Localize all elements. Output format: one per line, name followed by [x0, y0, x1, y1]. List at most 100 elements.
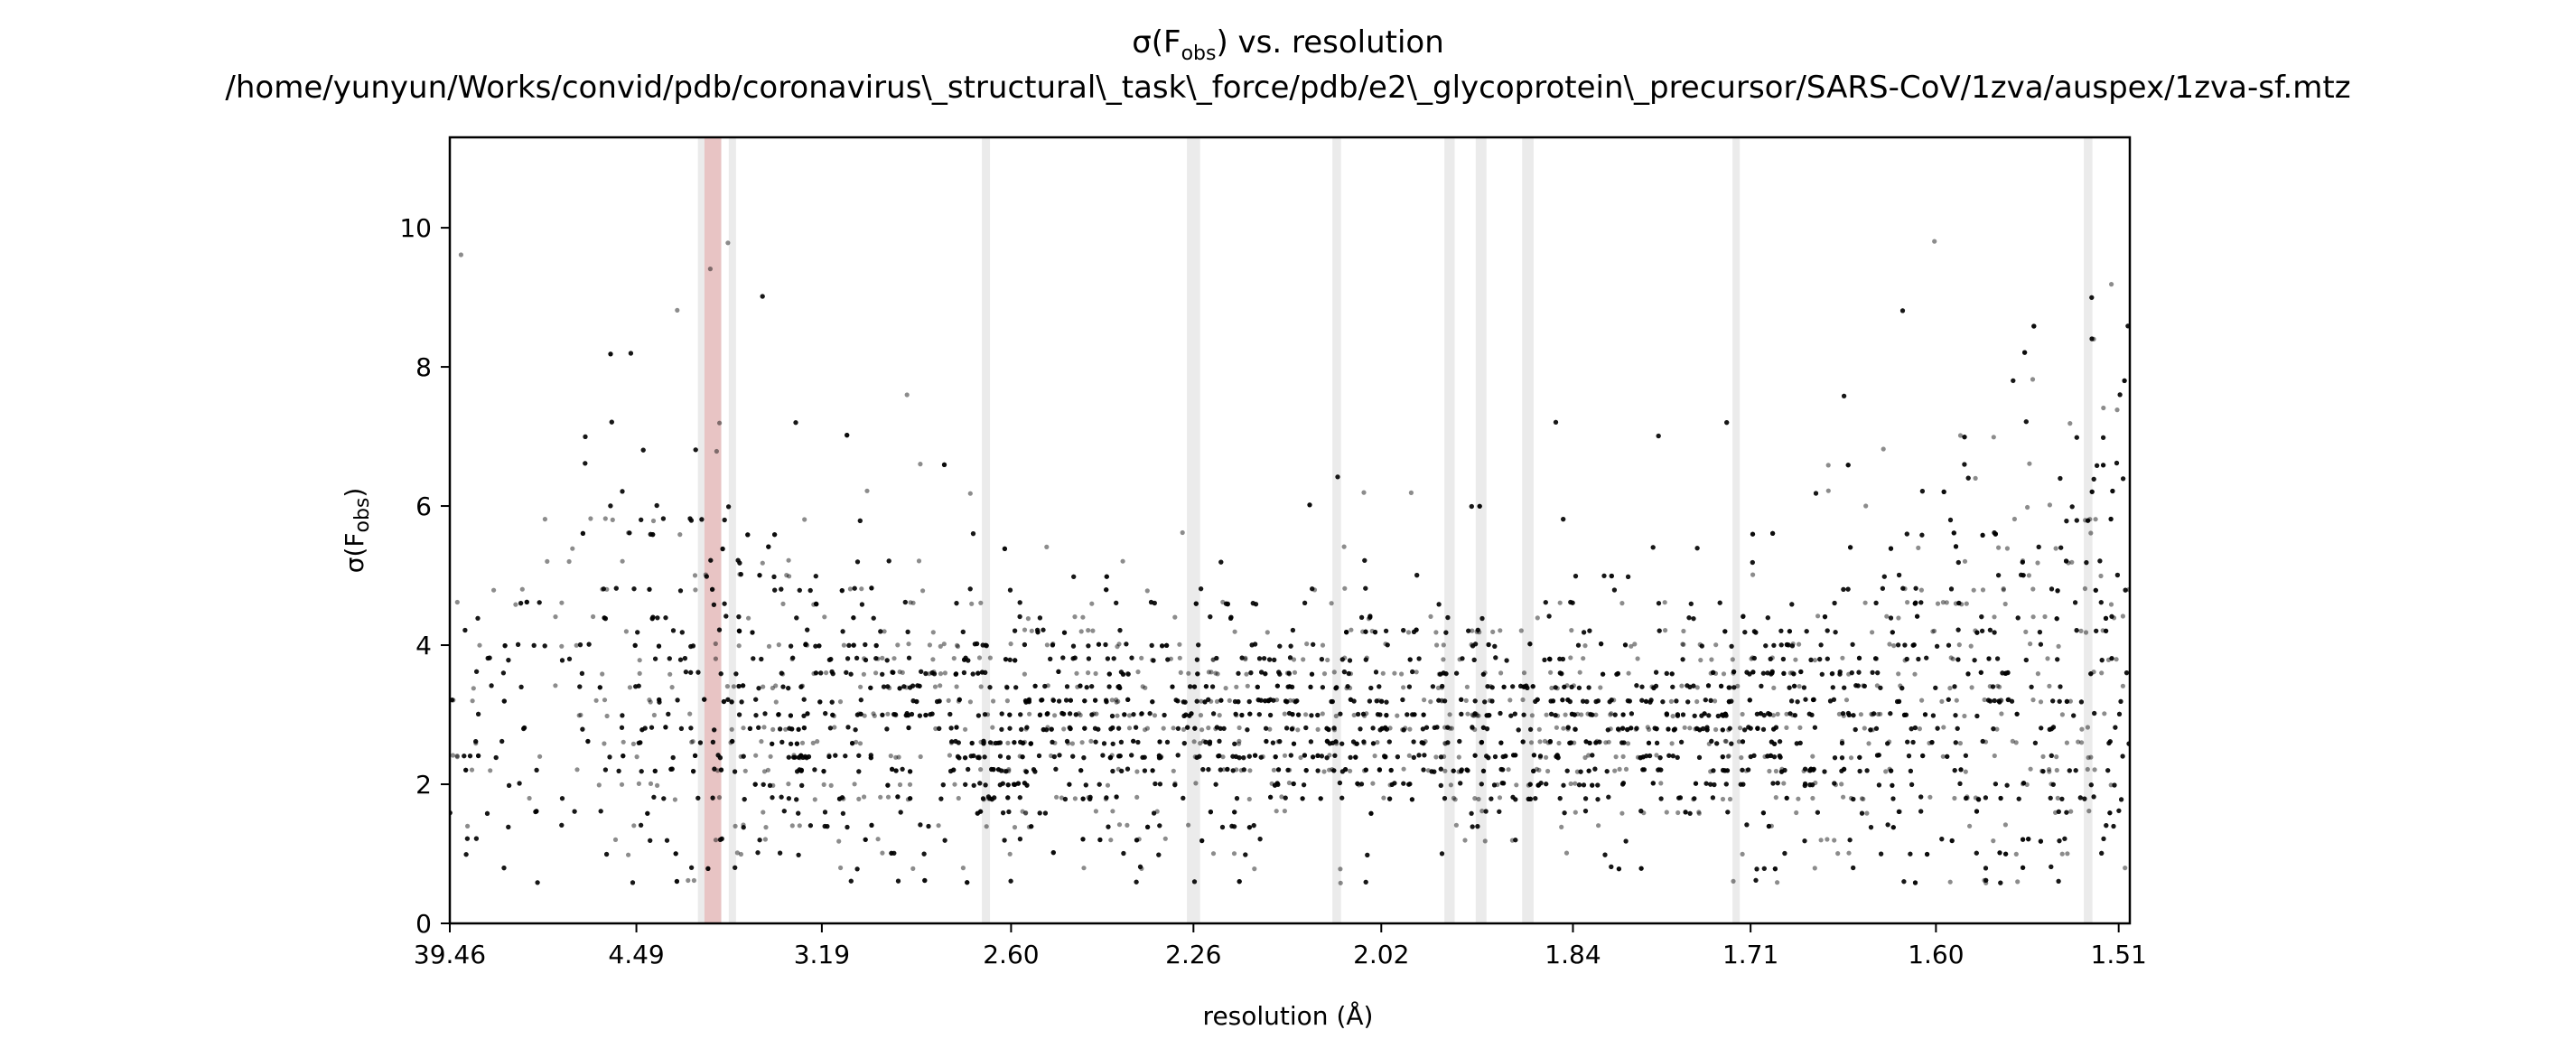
data-point: [841, 796, 846, 801]
data-point: [501, 698, 507, 704]
data-point: [713, 641, 718, 647]
data-point: [2088, 530, 2094, 536]
data-point: [936, 823, 941, 829]
data-point: [1528, 740, 1535, 745]
data-point: [1965, 795, 1970, 801]
data-point: [1947, 686, 1953, 691]
data-point: [596, 782, 602, 788]
data-point: [1531, 753, 1536, 758]
data-point: [1939, 698, 1945, 705]
data-point: [1722, 738, 1728, 744]
data-point: [1050, 697, 1056, 702]
data-point: [2101, 405, 2106, 411]
data-point: [626, 852, 631, 857]
data-point: [1061, 726, 1067, 732]
data-point: [686, 877, 691, 884]
data-point: [812, 797, 817, 802]
data-point: [930, 657, 936, 662]
data-point: [986, 796, 992, 801]
data-point: [1375, 740, 1380, 745]
data-point: [1004, 698, 1010, 704]
data-point: [1713, 726, 1719, 733]
data-point: [2013, 851, 2019, 857]
data-point: [1022, 781, 1027, 786]
data-point: [951, 656, 957, 661]
data-point: [1217, 713, 1222, 718]
data-point: [1006, 768, 1012, 774]
data-point: [465, 823, 471, 829]
data-point: [1472, 796, 1478, 801]
data-point: [1470, 713, 1476, 718]
data-point: [1862, 600, 1868, 605]
data-point: [885, 782, 891, 788]
data-point: [1887, 641, 1892, 647]
data-point: [2035, 560, 2040, 566]
data-point: [981, 738, 986, 744]
data-point: [1743, 768, 1749, 773]
data-point: [1680, 641, 1685, 647]
data-point: [1594, 738, 1600, 744]
data-point: [1681, 641, 1686, 648]
data-point: [2059, 851, 2065, 857]
data-point: [872, 713, 877, 718]
data-point: [1611, 698, 1617, 703]
data-point: [2108, 602, 2114, 607]
data-point: [1022, 810, 1029, 816]
data-point: [2013, 740, 2019, 745]
data-point: [2082, 585, 2087, 592]
data-point: [2004, 546, 2010, 551]
data-point: [828, 782, 834, 789]
data-point: [990, 725, 995, 730]
data-point: [1784, 725, 1789, 731]
data-point: [761, 725, 767, 730]
data-point: [1356, 782, 1362, 788]
data-point: [1932, 239, 1937, 244]
data-point: [976, 655, 983, 660]
data-point: [1244, 671, 1249, 677]
data-point: [1713, 698, 1718, 704]
data-point: [1364, 655, 1369, 660]
data-point: [1168, 656, 1173, 661]
data-point: [1833, 782, 1838, 788]
data-point: [1706, 741, 1712, 746]
data-point: [1442, 725, 1448, 730]
data-point: [1693, 781, 1699, 786]
data-point: [856, 796, 862, 802]
data-point: [570, 546, 575, 551]
data-point: [1078, 629, 1084, 634]
data-point: [897, 669, 902, 675]
data-point: [1333, 713, 1339, 719]
data-point: [1186, 822, 1191, 828]
data-point: [856, 711, 862, 716]
data-point: [1501, 684, 1507, 689]
data-point: [2068, 809, 2074, 814]
data-point: [1022, 739, 1028, 744]
data-point: [1583, 739, 1589, 744]
data-point: [1348, 768, 1353, 773]
data-point: [1447, 726, 1452, 731]
data-point: [1650, 685, 1657, 690]
data-point: [1114, 697, 1119, 703]
data-point: [1263, 698, 1268, 704]
data-point: [1671, 727, 1676, 733]
data-point: [1750, 572, 1756, 577]
data-point: [967, 491, 973, 496]
data-point: [1726, 754, 1731, 759]
data-point: [1983, 739, 1989, 744]
data-point: [2015, 879, 2021, 885]
data-point: [1006, 767, 1012, 772]
data-point: [1094, 711, 1099, 716]
data-point: [821, 782, 826, 788]
data-point: [690, 739, 695, 744]
data-point: [1797, 725, 1803, 731]
data-point: [710, 586, 715, 592]
data-point: [1731, 878, 1736, 885]
data-point: [1403, 726, 1408, 731]
data-point: [733, 823, 738, 829]
data-point: [634, 754, 639, 760]
data-point: [1587, 740, 1592, 746]
data-point: [600, 671, 605, 677]
data-point: [1992, 614, 1997, 620]
data-point: [753, 753, 759, 758]
data-point: [761, 810, 766, 815]
